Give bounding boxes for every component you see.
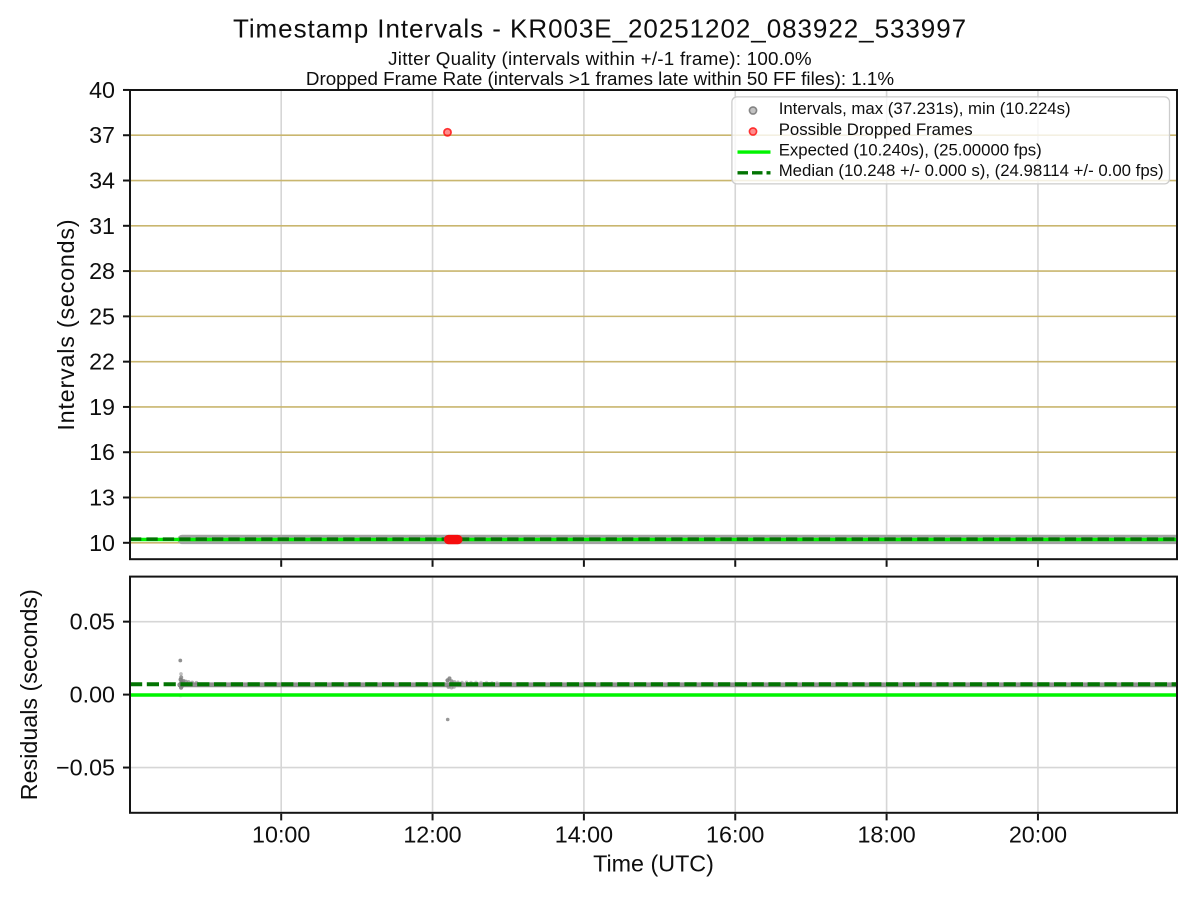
svg-text:14:00: 14:00 — [555, 822, 613, 848]
svg-text:Dropped Frame Rate (intervals: Dropped Frame Rate (intervals >1 frames … — [306, 68, 894, 89]
svg-text:Possible Dropped Frames: Possible Dropped Frames — [779, 120, 973, 139]
svg-text:Intervals (seconds): Intervals (seconds) — [53, 219, 79, 431]
svg-text:16: 16 — [89, 439, 115, 465]
svg-text:−0.05: −0.05 — [56, 755, 115, 781]
svg-text:Expected (10.240s), (25.00000: Expected (10.240s), (25.00000 fps) — [779, 141, 1042, 160]
svg-text:18:00: 18:00 — [857, 822, 915, 848]
svg-text:0.00: 0.00 — [70, 682, 115, 708]
svg-text:34: 34 — [89, 168, 115, 194]
svg-text:Residuals (seconds): Residuals (seconds) — [16, 589, 42, 800]
svg-text:Time (UTC): Time (UTC) — [593, 851, 714, 877]
svg-text:10: 10 — [89, 530, 115, 556]
svg-text:25: 25 — [89, 303, 115, 329]
svg-text:16:00: 16:00 — [706, 822, 764, 848]
svg-text:19: 19 — [89, 394, 115, 420]
svg-text:37: 37 — [89, 122, 115, 148]
svg-text:Jitter Quality (intervals with: Jitter Quality (intervals within +/-1 fr… — [388, 48, 812, 69]
svg-text:12:00: 12:00 — [403, 822, 461, 848]
svg-text:Timestamp Intervals - KR003E_2: Timestamp Intervals - KR003E_20251202_08… — [233, 13, 967, 43]
svg-text:28: 28 — [89, 258, 115, 284]
svg-text:31: 31 — [89, 213, 115, 239]
svg-text:Intervals, max (37.231s), min: Intervals, max (37.231s), min (10.224s) — [779, 99, 1071, 118]
svg-text:0.05: 0.05 — [70, 609, 115, 635]
svg-text:13: 13 — [89, 485, 115, 511]
svg-text:10:00: 10:00 — [252, 822, 310, 848]
svg-text:22: 22 — [89, 349, 115, 375]
svg-text:Median (10.248 +/- 0.000 s), (: Median (10.248 +/- 0.000 s), (24.98114 +… — [779, 161, 1164, 180]
svg-text:40: 40 — [89, 77, 115, 103]
svg-text:20:00: 20:00 — [1009, 822, 1067, 848]
